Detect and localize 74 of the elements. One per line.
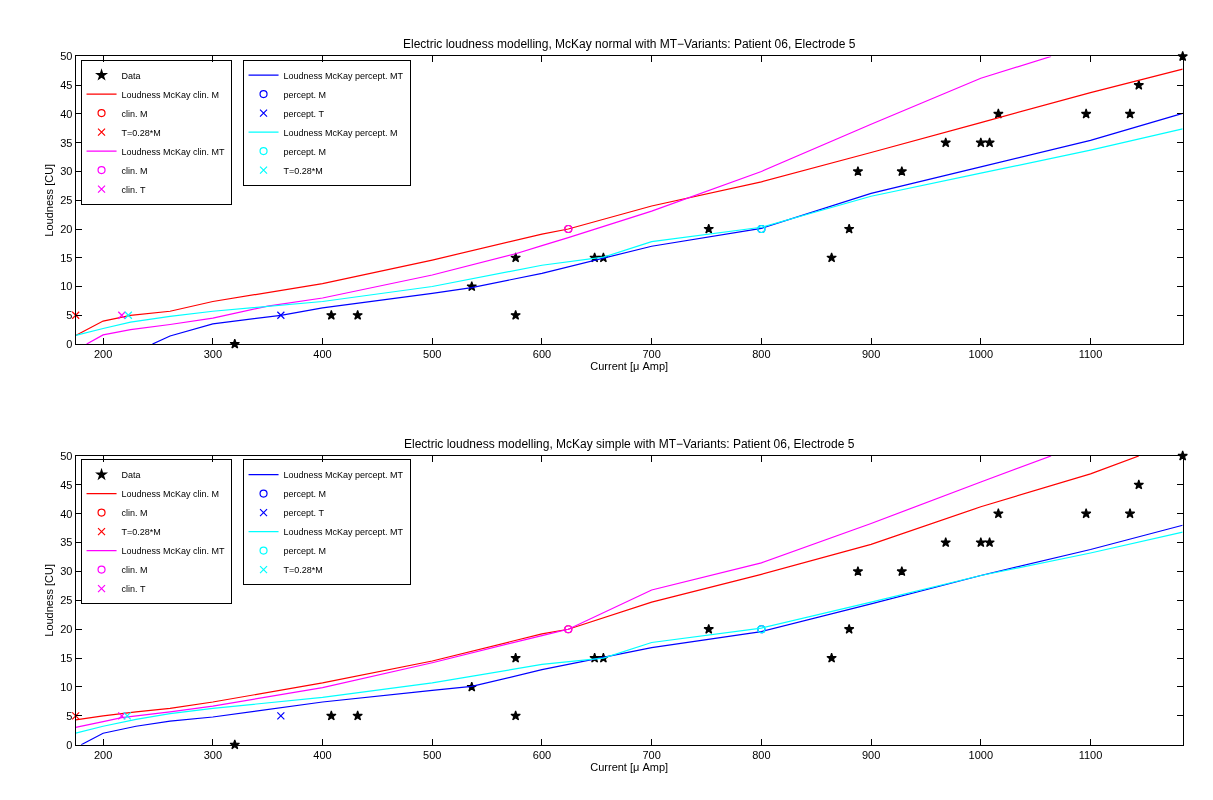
- y-tick-label: 15: [60, 651, 73, 664]
- y-tick-label: 25: [60, 594, 73, 607]
- legend-label: clin. T: [121, 584, 146, 595]
- legend-label: clin. M: [121, 165, 148, 176]
- chart-title: Electric loudness modelling, McKay simple with MT−Variants: Patient 06, Electrode 5: [404, 437, 855, 451]
- y-tick-label: 10: [60, 680, 73, 693]
- legend-label: percept. M: [283, 546, 327, 557]
- legend-label: clin. M: [121, 508, 148, 519]
- y-tick-label: 0: [66, 738, 73, 751]
- x-tick-label: 600: [532, 748, 552, 761]
- x-tick-label: 1100: [1078, 748, 1103, 761]
- x-tick-label: 700: [642, 748, 661, 761]
- x-tick-label: 500: [423, 748, 442, 761]
- legend-label: percept. M: [283, 489, 327, 500]
- legend-label: T=0.28*M: [283, 165, 323, 176]
- legend-label: percept. T: [283, 108, 325, 119]
- legend-label: clin. M: [121, 108, 148, 119]
- legend-label: percept. M: [283, 146, 327, 157]
- chart-title: Electric loudness modelling, McKay normal with MT−Variants: Patient 06, Electrode 5: [403, 37, 856, 51]
- legend-label: Data: [121, 70, 141, 81]
- y-tick-label: 50: [60, 449, 73, 462]
- legend-label: percept. M: [283, 89, 327, 100]
- x-tick-label: 1100: [1078, 348, 1103, 361]
- y-tick-label: 5: [66, 309, 73, 322]
- legend-label: T=0.28*M: [121, 527, 161, 538]
- x-tick-label: 400: [313, 348, 332, 361]
- legend-label: Loudness McKay clin. M: [121, 489, 220, 500]
- legend-label: Loudness McKay clin. MT: [121, 146, 226, 157]
- legend-label: Loudness McKay clin. MT: [121, 546, 226, 557]
- x-tick-label: 500: [423, 348, 442, 361]
- x-tick-label: 200: [93, 748, 113, 761]
- legend-label: Loudness McKay percept. MT: [283, 470, 404, 481]
- y-tick-label: 35: [60, 536, 73, 549]
- y-tick-label: 40: [60, 507, 73, 520]
- legend-label: Loudness McKay percept. M: [283, 127, 398, 138]
- x-tick-label: 700: [642, 348, 661, 361]
- y-tick-label: 10: [60, 280, 73, 293]
- legend-label: Loudness McKay clin. M: [121, 89, 220, 100]
- legend-label: Loudness McKay percept. MT: [283, 70, 404, 81]
- legend-label: Loudness McKay percept. MT: [283, 527, 404, 538]
- x-tick-label: 300: [203, 748, 223, 761]
- legend-label: clin. T: [121, 184, 146, 195]
- legend-label: percept. T: [283, 508, 325, 519]
- y-tick-label: 35: [60, 136, 73, 149]
- y-tick-label: 30: [60, 165, 73, 178]
- x-tick-label: 900: [861, 348, 881, 361]
- y-tick-label: 5: [66, 709, 73, 722]
- legend-label: T=0.28*M: [283, 565, 323, 576]
- y-tick-label: 25: [60, 194, 73, 207]
- y-tick-label: 20: [60, 623, 73, 636]
- x-tick-label: 600: [532, 348, 552, 361]
- y-axis-title: Loudness [CU]: [42, 163, 55, 237]
- x-tick-label: 300: [203, 348, 223, 361]
- y-tick-label: 20: [60, 222, 73, 235]
- x-tick-label: 200: [93, 348, 113, 361]
- x-tick-label: 1000: [968, 748, 994, 761]
- legend-label: T=0.28*M: [121, 127, 161, 138]
- x-axis-title: Current [μ Amp]: [590, 360, 669, 373]
- y-tick-label: 0: [66, 337, 73, 350]
- legend-label: Data: [121, 470, 141, 481]
- y-tick-label: 40: [60, 107, 73, 120]
- y-tick-label: 45: [60, 478, 73, 491]
- y-tick-label: 30: [60, 565, 73, 578]
- x-tick-label: 800: [752, 348, 771, 361]
- x-tick-label: 800: [752, 748, 771, 761]
- y-tick-label: 50: [60, 50, 73, 63]
- x-tick-label: 1000: [968, 348, 994, 361]
- x-tick-label: 400: [313, 748, 332, 761]
- x-axis-title: Current [μ Amp]: [590, 760, 669, 773]
- y-tick-label: 15: [60, 251, 73, 264]
- x-tick-label: 900: [861, 748, 881, 761]
- y-tick-label: 45: [60, 79, 73, 92]
- y-axis-title: Loudness [CU]: [42, 563, 55, 637]
- legend-label: clin. M: [121, 565, 148, 576]
